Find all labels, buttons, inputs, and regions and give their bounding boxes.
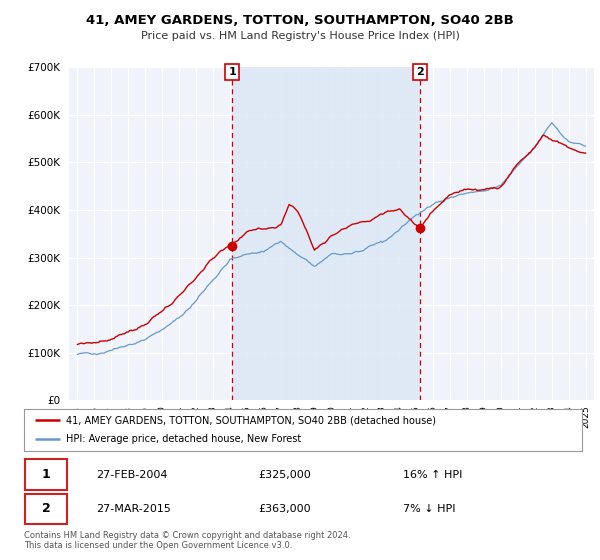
Text: 16% ↑ HPI: 16% ↑ HPI [403,470,463,479]
Text: £325,000: £325,000 [259,470,311,479]
Text: 2: 2 [416,67,424,77]
Text: 7% ↓ HPI: 7% ↓ HPI [403,504,456,514]
Bar [232,67,420,400]
Text: Contains HM Land Registry data © Crown copyright and database right 2024.
This d: Contains HM Land Registry data © Crown c… [24,531,350,550]
Text: 41, AMEY GARDENS, TOTTON, SOUTHAMPTON, SO40 2BB (detached house): 41, AMEY GARDENS, TOTTON, SOUTHAMPTON, S… [66,415,436,425]
Text: 1: 1 [41,468,50,481]
FancyBboxPatch shape [25,493,67,524]
Text: 41, AMEY GARDENS, TOTTON, SOUTHAMPTON, SO40 2BB: 41, AMEY GARDENS, TOTTON, SOUTHAMPTON, S… [86,14,514,27]
Text: 27-MAR-2015: 27-MAR-2015 [97,504,172,514]
Text: £363,000: £363,000 [259,504,311,514]
Text: HPI: Average price, detached house, New Forest: HPI: Average price, detached house, New … [66,434,301,444]
FancyBboxPatch shape [25,459,67,490]
Text: 2: 2 [41,502,50,515]
Text: 1: 1 [229,67,236,77]
Text: 27-FEB-2004: 27-FEB-2004 [97,470,168,479]
Text: Price paid vs. HM Land Registry's House Price Index (HPI): Price paid vs. HM Land Registry's House … [140,31,460,41]
